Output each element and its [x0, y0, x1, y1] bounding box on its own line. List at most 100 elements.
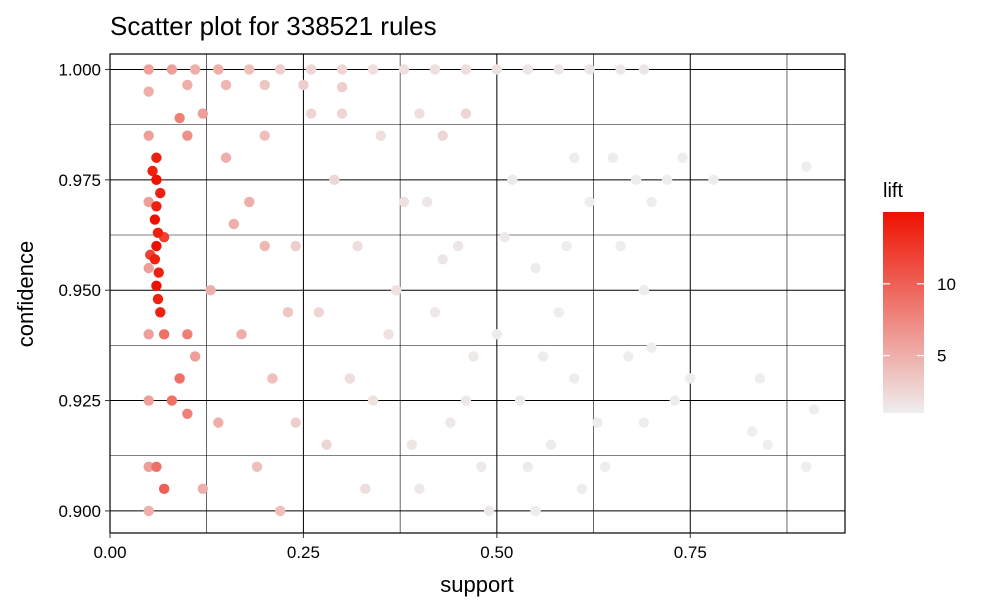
- scatter-point: [801, 461, 812, 472]
- scatter-point: [615, 240, 626, 252]
- scatter-point: [151, 280, 162, 291]
- scatter-point: [244, 196, 255, 208]
- legend-colorbar: [883, 212, 924, 413]
- grid: [109, 54, 845, 533]
- scatter-point: [166, 395, 178, 406]
- legend: lift 5 10: [883, 180, 956, 413]
- scatter-point: [282, 307, 294, 318]
- scatter-point: [149, 214, 161, 225]
- scatter-point: [460, 395, 472, 406]
- scatter-point: [638, 417, 650, 428]
- scatter-point: [151, 240, 162, 252]
- x-tick-label: 0.25: [287, 543, 320, 562]
- scatter-point: [189, 64, 201, 75]
- scatter-point: [522, 64, 533, 75]
- scatter-point: [669, 395, 680, 406]
- scatter-point: [445, 417, 456, 428]
- scatter-point: [259, 79, 270, 91]
- scatter-point: [553, 64, 564, 75]
- y-axis: 0.900 0.925 0.950 0.975 1.000: [58, 60, 110, 521]
- scatter-point: [708, 174, 719, 186]
- scatter-point: [236, 329, 247, 340]
- scatter-point: [422, 196, 433, 208]
- scatter-point: [530, 262, 541, 274]
- scatter-points: [143, 64, 820, 517]
- scatter-point: [305, 108, 317, 119]
- scatter-point: [545, 439, 557, 450]
- y-tick-label: 0.975: [58, 171, 101, 190]
- scatter-point: [491, 329, 503, 340]
- scatter-point: [143, 329, 154, 340]
- scatter-point: [367, 64, 379, 75]
- scatter-point: [298, 79, 309, 91]
- scatter-point: [398, 64, 410, 75]
- legend-tick-label: 5: [937, 347, 946, 366]
- x-tick-label: 0.00: [93, 543, 126, 562]
- scatter-point: [530, 505, 541, 517]
- scatter-point: [182, 79, 193, 91]
- scatter-point: [220, 152, 232, 163]
- scatter-point: [808, 404, 820, 415]
- scatter-point: [623, 351, 634, 362]
- scatter-point: [468, 351, 479, 362]
- scatter-point: [336, 81, 348, 93]
- scatter-point: [275, 64, 286, 75]
- scatter-point: [375, 130, 386, 141]
- scatter-point: [143, 505, 154, 517]
- scatter-point: [290, 417, 301, 428]
- y-tick-label: 0.900: [58, 502, 101, 521]
- scatter-point: [251, 461, 263, 472]
- scatter-point: [259, 130, 270, 141]
- x-tick-label: 0.75: [674, 543, 707, 562]
- scatter-point: [182, 130, 193, 141]
- scatter-point: [584, 64, 595, 75]
- scatter-point: [576, 483, 588, 495]
- scatter-point: [460, 108, 472, 119]
- scatter-point: [147, 165, 158, 177]
- scatter-point: [155, 187, 166, 199]
- y-tick-label: 0.925: [58, 392, 101, 411]
- scatter-point: [213, 64, 224, 75]
- scatter-point: [259, 240, 270, 252]
- scatter-point: [685, 373, 696, 384]
- scatter-point: [174, 373, 185, 384]
- scatter-point: [367, 395, 379, 406]
- scatter-point: [599, 461, 611, 472]
- scatter-point: [522, 461, 533, 472]
- scatter-point: [429, 64, 441, 75]
- scatter-point: [406, 439, 417, 450]
- scatter-point: [762, 439, 773, 450]
- y-tick-label: 1.000: [58, 60, 101, 79]
- scatter-point: [499, 232, 510, 243]
- scatter-point: [290, 240, 301, 252]
- scatter-point: [143, 196, 154, 208]
- scatter-point: [158, 329, 170, 340]
- scatter-point: [514, 395, 526, 406]
- scatter-point: [561, 240, 572, 252]
- scatter-point: [507, 174, 518, 186]
- scatter-point: [143, 262, 154, 274]
- scatter-point: [569, 152, 580, 163]
- scatter-point: [383, 329, 394, 340]
- scatter-point: [661, 174, 673, 186]
- scatter-point: [677, 152, 688, 163]
- scatter-point: [437, 130, 448, 141]
- scatter-point: [151, 152, 162, 163]
- scatter-point: [143, 395, 154, 406]
- scatter-point: [801, 161, 812, 172]
- scatter-point: [336, 64, 348, 75]
- scatter-point: [244, 64, 255, 75]
- scatter-point: [197, 108, 209, 119]
- scatter-point: [220, 79, 232, 91]
- scatter-point: [149, 254, 161, 265]
- chart-title: Scatter plot for 338521 rules: [110, 11, 437, 41]
- scatter-point: [143, 86, 154, 97]
- scatter-point: [638, 284, 650, 296]
- scatter-point: [638, 64, 650, 75]
- scatter-point: [754, 373, 766, 384]
- scatter-point: [152, 227, 164, 238]
- scatter-point: [143, 130, 154, 141]
- scatter-point: [360, 483, 371, 495]
